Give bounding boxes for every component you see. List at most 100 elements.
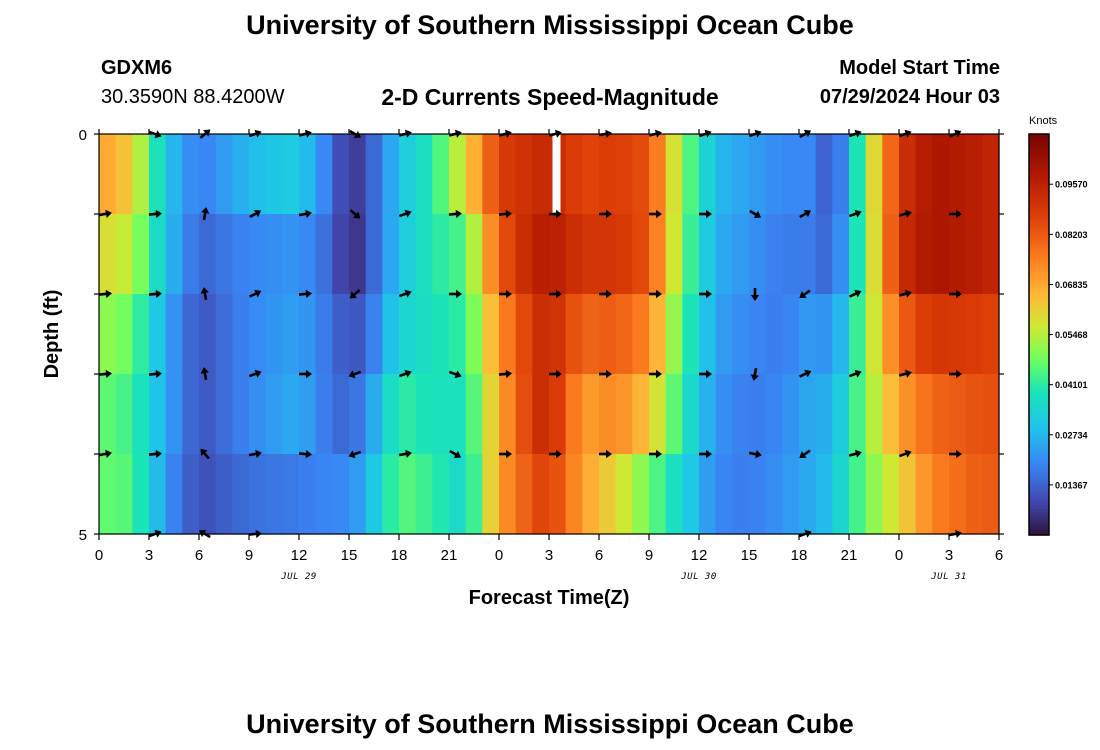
heatmap-cell: [965, 294, 983, 375]
colorbar-segment: [1029, 264, 1049, 269]
vector-arrow: [148, 369, 162, 379]
heatmap-cell: [615, 454, 633, 535]
heatmap-cell: [432, 134, 450, 215]
heatmap-cell: [149, 134, 167, 215]
vector-arrow: [249, 209, 262, 219]
heatmap-cell: [815, 214, 833, 295]
heatmap-cell: [732, 134, 750, 215]
heatmap-cell: [582, 214, 600, 295]
heatmap-cell: [265, 214, 283, 295]
vector-arrow: [98, 209, 112, 218]
x-tick-label: 3: [545, 547, 553, 564]
heatmap-cell: [515, 134, 533, 215]
heatmap-cell: [99, 214, 117, 295]
heatmap-cell: [649, 454, 667, 535]
colorbar-segment: [1029, 414, 1049, 419]
heatmap-cell: [565, 214, 583, 295]
model-start-value: 07/29/2024 Hour 03: [819, 86, 1000, 108]
vector-arrow: [348, 370, 362, 379]
colorbar-tick-label: 0.08203: [1055, 230, 1088, 240]
heatmap-cell: [665, 214, 683, 295]
heatmap-cell: [365, 134, 383, 215]
heatmap-cell: [682, 134, 700, 215]
colorbar-segment: [1029, 354, 1049, 359]
colorbar-segment: [1029, 204, 1049, 209]
heatmap-cell: [399, 134, 417, 215]
heatmap-cell: [515, 374, 533, 455]
heatmap-cell: [99, 294, 117, 375]
heatmap-cell: [565, 454, 583, 535]
heatmap-cell: [599, 454, 617, 535]
colorbar-segment: [1029, 371, 1049, 376]
heatmap-cell: [149, 374, 167, 455]
heatmap-cell: [965, 134, 983, 215]
colorbar-tick-label: 0.09570: [1055, 180, 1088, 190]
colorbar-segment: [1029, 521, 1049, 526]
colorbar-segment: [1029, 284, 1049, 289]
vector-arrow: [349, 209, 361, 219]
heatmap-cell: [499, 454, 517, 535]
vector-arrow: [799, 449, 811, 459]
heatmap-cell: [632, 134, 650, 215]
heatmap-cell: [332, 454, 350, 535]
colorbar-segment: [1029, 374, 1049, 379]
heatmap-cell: [782, 374, 800, 455]
vector-arrow: [299, 369, 312, 379]
vector-arrow: [799, 289, 811, 299]
heatmap-cell: [949, 374, 967, 455]
heatmap-cell: [132, 294, 150, 375]
vector-arrow: [549, 209, 562, 219]
heatmap-cell: [315, 454, 333, 535]
vector-arrow: [699, 209, 712, 219]
heatmap-cell: [765, 454, 783, 535]
heatmap-cell: [649, 374, 667, 455]
heatmap-cell: [182, 214, 200, 295]
heatmap-cell: [832, 134, 850, 215]
heatmap-cell: [882, 134, 900, 215]
heatmap-cell: [565, 134, 583, 215]
heatmap-cell: [232, 294, 250, 375]
heatmap-cell: [732, 374, 750, 455]
heatmap-cell: [682, 374, 700, 455]
heatmap-cell: [615, 294, 633, 375]
vector-arrow: [298, 449, 312, 459]
colorbar-segment: [1029, 214, 1049, 219]
heatmap-cell: [632, 454, 650, 535]
heatmap-cell: [499, 214, 517, 295]
vector-arrow: [699, 369, 712, 379]
vector-arrow: [448, 209, 462, 219]
heatmap-cell: [932, 294, 950, 375]
heatmap-cell: [349, 374, 367, 455]
heatmap-cell: [515, 214, 533, 295]
heatmap-cell: [332, 294, 350, 375]
colorbar-segment: [1029, 408, 1049, 412]
colorbar-segment: [1029, 180, 1049, 185]
heatmap-cell: [982, 214, 1000, 295]
colorbar-segment: [1029, 448, 1049, 453]
heatmap-cell: [415, 454, 433, 535]
heatmap-cell: [932, 454, 950, 535]
heatmap-cell: [449, 134, 467, 215]
colorbar-segment: [1029, 140, 1049, 145]
heatmap-cell: [215, 134, 233, 215]
heatmap-cell: [99, 454, 117, 535]
vector-arrow: [549, 289, 562, 299]
heatmap-cell: [715, 374, 733, 455]
vector-arrow: [599, 449, 612, 459]
heatmap-cell: [815, 294, 833, 375]
heatmap-cell: [865, 294, 883, 375]
heatmap-cell: [632, 214, 650, 295]
colorbar-segment: [1029, 357, 1049, 362]
colorbar-tick-label: 0.06835: [1055, 280, 1088, 290]
heatmap-cell: [599, 134, 617, 215]
heatmap-cell: [149, 454, 167, 535]
heatmap-cell: [299, 294, 317, 375]
heatmap-cell: [815, 454, 833, 535]
colorbar-segment: [1029, 384, 1049, 389]
vector-arrow: [799, 369, 812, 378]
heatmap-cell: [315, 374, 333, 455]
heatmap-cell: [165, 294, 183, 375]
colorbar-segment: [1029, 321, 1049, 326]
heatmap-cell: [432, 374, 450, 455]
colorbar-segment: [1029, 167, 1049, 172]
